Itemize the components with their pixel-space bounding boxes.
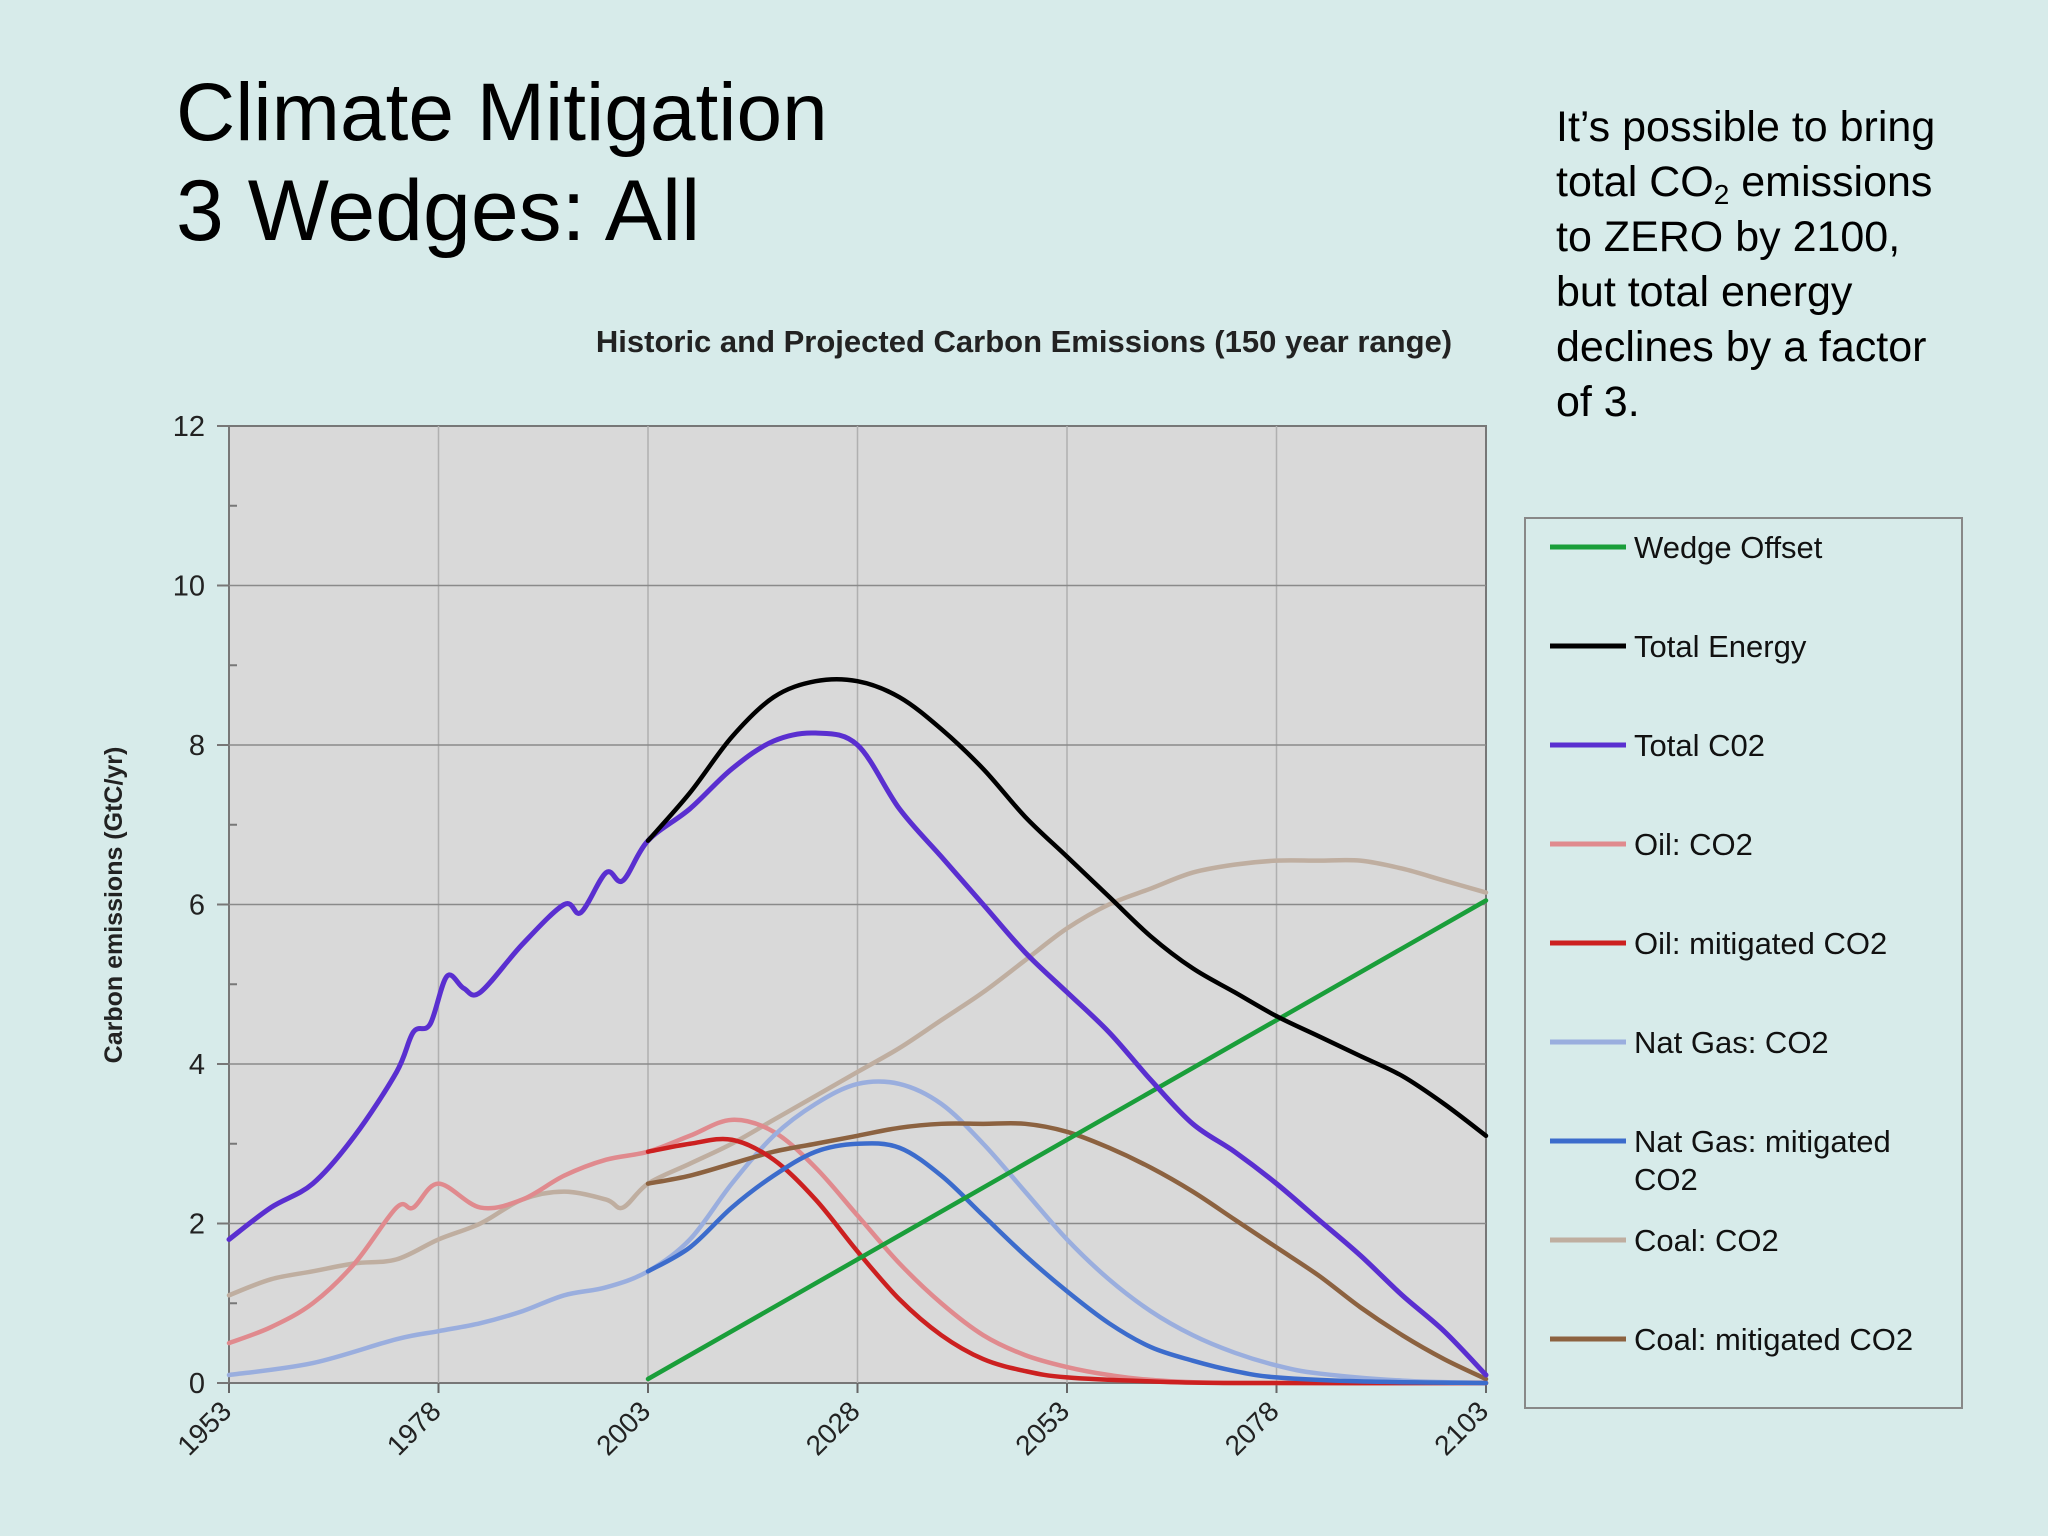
series-line-oil-mitigated-co2 — [645, 1136, 1489, 1386]
legend-label: Total C02 — [1634, 728, 1765, 763]
legend-box — [1524, 517, 1963, 1409]
legend-label: Total Energy — [1634, 629, 1807, 664]
y-tick-label: 6 — [189, 890, 205, 922]
slide-title-line1: Climate Mitigation — [176, 67, 828, 158]
series-line-coal-co2 — [226, 857, 1489, 1298]
y-tick-label: 4 — [189, 1049, 205, 1081]
series-line-total-c02 — [226, 730, 1489, 1378]
legend-label: Coal: CO2 — [1634, 1223, 1779, 1258]
side-text-line: It’s possible to bring — [1556, 103, 1936, 151]
side-text-subscript: 2 — [1713, 179, 1730, 210]
x-tick-label: 2028 — [800, 1395, 866, 1461]
y-axis-label: Carbon emissions (GtC/yr) — [100, 747, 128, 1064]
side-text-line: but total energy — [1556, 268, 1853, 316]
y-tick-label: 8 — [189, 730, 205, 762]
x-tick-label: 2003 — [590, 1395, 656, 1461]
y-tick-label: 0 — [189, 1368, 205, 1400]
side-text: It’s possible to bring total CO2 emissio… — [1556, 100, 1935, 430]
side-text-line: declines by a factor — [1556, 323, 1927, 371]
legend-label: Nat Gas: mitigated — [1634, 1124, 1891, 1159]
x-tick-label: 2078 — [1219, 1395, 1285, 1461]
side-text-line: total CO2 emissions — [1556, 155, 1935, 210]
legend: Wedge Offset Total Energy Total C02 Oil: CO… — [1524, 517, 1963, 1409]
legend-label: Wedge Offset — [1634, 530, 1823, 565]
x-tick-label: 1953 — [171, 1395, 237, 1461]
legend-label: Coal: mitigated CO2 — [1634, 1322, 1913, 1357]
side-text-fragment: total CO — [1556, 158, 1714, 206]
legend-label: CO2 — [1634, 1162, 1698, 1197]
series-line-oil-co2 — [226, 1117, 1489, 1386]
series-line-total-energy — [645, 676, 1489, 1139]
slide-title-line2: 3 Wedges: All — [176, 163, 701, 259]
legend-label: Nat Gas: CO2 — [1634, 1025, 1829, 1060]
y-tick-label: 2 — [189, 1209, 205, 1241]
y-tick-label: 10 — [173, 571, 205, 603]
chart-title: Historic and Projected Carbon Emissions … — [596, 324, 1452, 359]
legend-label: Oil: mitigated CO2 — [1634, 926, 1887, 961]
x-tick-label: 2103 — [1428, 1395, 1494, 1461]
side-text-fragment: emissions — [1729, 158, 1933, 206]
y-tick-label: 12 — [173, 411, 205, 443]
series-line-wedge-offset — [645, 898, 1489, 1382]
series-line-coal-mitigated-co2 — [645, 1120, 1489, 1382]
side-text-line: of 3. — [1556, 378, 1640, 426]
x-tick-label: 1978 — [381, 1395, 447, 1461]
x-tick-label: 2053 — [1009, 1395, 1075, 1461]
series-line-nat-gas-co2 — [226, 1079, 1489, 1386]
side-text-line: to ZERO by 2100, — [1556, 213, 1901, 261]
series-line-nat-gas-mitigated-co2 — [645, 1141, 1489, 1386]
legend-label: Oil: CO2 — [1634, 827, 1753, 862]
